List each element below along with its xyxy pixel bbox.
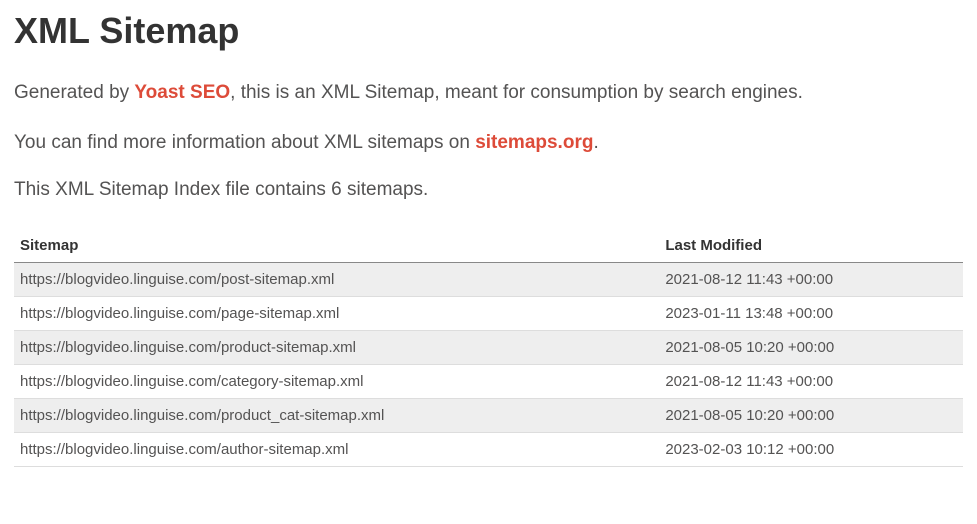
sitemap-url-cell[interactable]: https://blogvideo.linguise.com/category-… (14, 365, 659, 399)
table-row: https://blogvideo.linguise.com/product-s… (14, 331, 963, 365)
sitemaps-org-link[interactable]: sitemaps.org (475, 132, 593, 153)
table-row: https://blogvideo.linguise.com/author-si… (14, 433, 963, 467)
sitemap-url-cell[interactable]: https://blogvideo.linguise.com/product-s… (14, 331, 659, 365)
intro-line-2: You can find more information about XML … (14, 130, 963, 156)
sitemap-modified-cell: 2021-08-05 10:20 +00:00 (659, 331, 963, 365)
col-header-modified: Last Modified (659, 229, 963, 263)
table-header-row: Sitemap Last Modified (14, 229, 963, 263)
sitemap-url-cell[interactable]: https://blogvideo.linguise.com/author-si… (14, 433, 659, 467)
sitemap-modified-cell: 2021-08-05 10:20 +00:00 (659, 399, 963, 433)
sitemap-modified-cell: 2023-02-03 10:12 +00:00 (659, 433, 963, 467)
table-row: https://blogvideo.linguise.com/category-… (14, 365, 963, 399)
sitemap-table: Sitemap Last Modified https://blogvideo.… (14, 229, 963, 467)
sitemap-modified-cell: 2021-08-12 11:43 +00:00 (659, 263, 963, 297)
intro1-after: , this is an XML Sitemap, meant for cons… (230, 82, 803, 103)
intro2-after: . (593, 132, 598, 153)
col-header-sitemap: Sitemap (14, 229, 659, 263)
intro2-before: You can find more information about XML … (14, 132, 475, 153)
sitemap-url-cell[interactable]: https://blogvideo.linguise.com/product_c… (14, 399, 659, 433)
sitemap-url-cell[interactable]: https://blogvideo.linguise.com/post-site… (14, 263, 659, 297)
table-row: https://blogvideo.linguise.com/product_c… (14, 399, 963, 433)
sitemap-modified-cell: 2021-08-12 11:43 +00:00 (659, 365, 963, 399)
intro1-before: Generated by (14, 82, 134, 103)
table-row: https://blogvideo.linguise.com/post-site… (14, 263, 963, 297)
table-row: https://blogvideo.linguise.com/page-site… (14, 297, 963, 331)
sitemap-url-cell[interactable]: https://blogvideo.linguise.com/page-site… (14, 297, 659, 331)
yoast-seo-link[interactable]: Yoast SEO (134, 82, 230, 103)
sitemap-modified-cell: 2023-01-11 13:48 +00:00 (659, 297, 963, 331)
page-title: XML Sitemap (14, 10, 963, 52)
intro-line-1: Generated by Yoast SEO, this is an XML S… (14, 80, 963, 106)
sitemap-count-text: This XML Sitemap Index file contains 6 s… (14, 179, 963, 201)
